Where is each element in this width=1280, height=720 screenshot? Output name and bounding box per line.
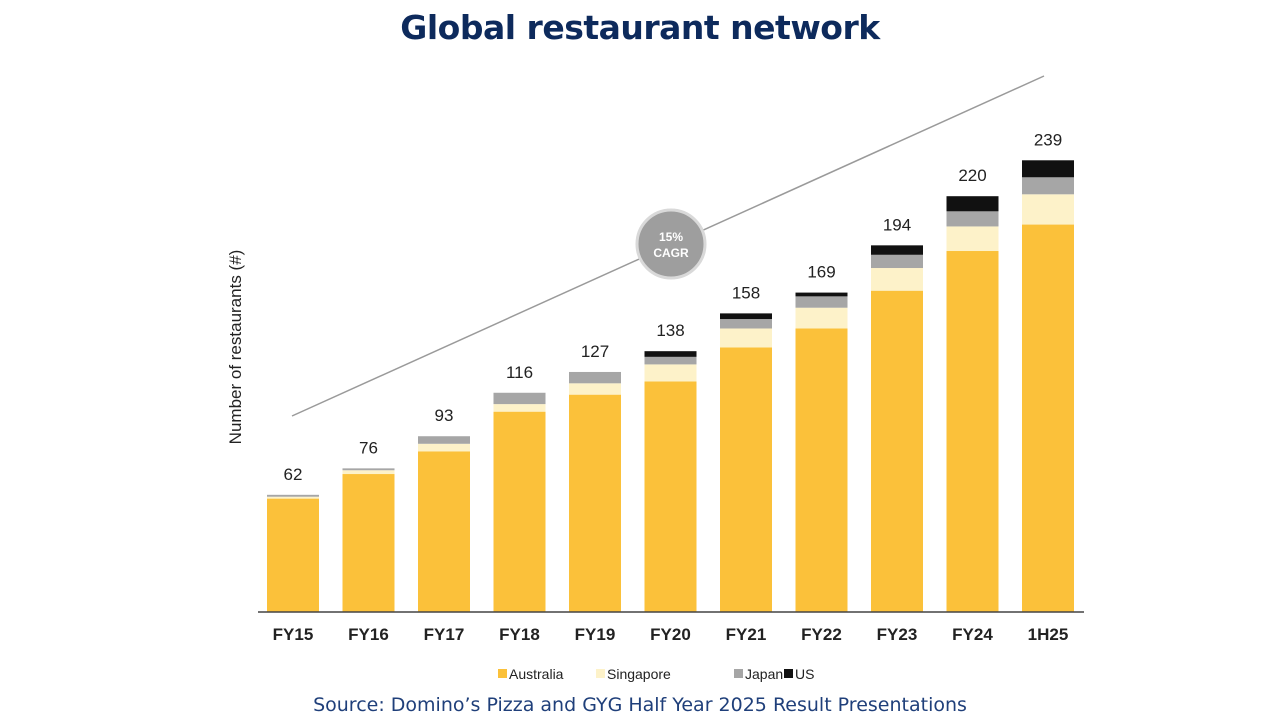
bar-1h25-japan [1022, 177, 1074, 195]
bar-fy23-singapore [871, 268, 923, 291]
data-label-fy24: 220 [958, 166, 986, 185]
data-labels-group: 62 76 93 116 127 138 158 169 194 220 239 [284, 130, 1063, 484]
bar-fy21-us [720, 313, 772, 320]
x-tick-fy20: FY20 [650, 625, 691, 644]
data-label-fy15: 62 [284, 465, 303, 484]
x-tick-fy23: FY23 [877, 625, 918, 644]
page-title: Global restaurant network [400, 8, 880, 47]
legend-swatch-australia [498, 669, 507, 678]
bars-group [267, 160, 1074, 613]
data-label-fy16: 76 [359, 438, 378, 457]
bar-fy17-japan [418, 436, 470, 444]
bar-fy23-us [871, 245, 923, 255]
bar-fy24-japan [946, 211, 999, 227]
bar-fy19-singapore [569, 383, 621, 395]
bar-fy22-us [795, 292, 848, 297]
cagr-badge-line1: 15% [659, 230, 683, 244]
cagr-badge-circle [635, 208, 707, 280]
data-label-1h25: 239 [1034, 130, 1062, 149]
bar-fy21-singapore [720, 328, 772, 348]
bar-fy20-us [644, 351, 697, 357]
data-label-fy22: 169 [807, 263, 835, 282]
data-label-fy23: 194 [883, 215, 911, 234]
x-tick-1h25: 1H25 [1028, 625, 1069, 644]
bar-fy16-australia [342, 474, 395, 612]
cagr-badge: 15% CAGR [635, 208, 707, 280]
bar-fy15-singapore [267, 496, 319, 499]
legend-label-singapore: Singapore [607, 666, 671, 682]
legend-label-australia: Australia [509, 666, 564, 682]
bar-fy24-us [946, 196, 999, 212]
legend: Australia Singapore Japan US [498, 666, 814, 682]
x-tick-labels-group: FY15 FY16 FY17 FY18 FY19 FY20 FY21 FY22 FY23 FY24… [273, 625, 1069, 644]
bar-1h25-us [1022, 160, 1074, 178]
bar-fy18-australia [493, 411, 546, 612]
x-tick-fy22: FY22 [801, 625, 842, 644]
data-label-fy18: 116 [506, 363, 533, 382]
legend-label-us: US [795, 666, 814, 682]
bar-1h25-singapore [1022, 194, 1074, 225]
x-tick-fy21: FY21 [726, 625, 767, 644]
x-tick-fy18: FY18 [499, 625, 540, 644]
x-tick-fy19: FY19 [575, 625, 616, 644]
x-tick-fy24: FY24 [952, 625, 993, 644]
bar-fy24-australia [946, 251, 999, 612]
bar-fy16-japan [342, 468, 395, 471]
bar-fy22-japan [795, 296, 848, 308]
bar-fy21-australia [720, 347, 772, 612]
data-label-fy17: 93 [435, 406, 454, 425]
y-axis-label: Number of restaurants (#) [226, 250, 245, 445]
legend-label-japan: Japan [745, 666, 783, 682]
bar-fy19-australia [569, 394, 621, 612]
bar-fy24-singapore [946, 226, 999, 252]
bar-fy20-singapore [644, 364, 697, 382]
data-label-fy19: 127 [581, 342, 609, 361]
bar-fy17-australia [418, 451, 470, 612]
bar-fy16-singapore [342, 470, 395, 475]
data-label-fy21: 158 [732, 283, 760, 302]
bar-fy18-singapore [493, 404, 546, 412]
bar-fy23-japan [871, 254, 923, 269]
bar-1h25-australia [1022, 224, 1074, 613]
bar-fy22-singapore [795, 307, 848, 329]
bar-fy15-australia [267, 498, 319, 612]
bar-fy20-australia [644, 381, 697, 612]
x-tick-fy15: FY15 [273, 625, 314, 644]
legend-swatch-japan [734, 669, 743, 678]
x-tick-fy16: FY16 [348, 625, 389, 644]
bar-fy19-japan [569, 371, 621, 384]
x-tick-fy17: FY17 [424, 625, 465, 644]
data-label-fy20: 138 [656, 321, 684, 340]
bar-fy23-australia [871, 290, 923, 612]
bar-fy18-japan [493, 392, 546, 405]
bar-fy15-japan [267, 494, 319, 497]
bar-fy22-australia [795, 328, 848, 612]
bar-fy21-japan [720, 319, 772, 329]
cagr-badge-line2: CAGR [653, 246, 689, 260]
source-note: Source: Domino’s Pizza and GYG Half Year… [313, 694, 967, 716]
legend-swatch-singapore [596, 669, 605, 678]
bar-fy20-japan [644, 356, 697, 365]
legend-swatch-us [784, 669, 793, 678]
bar-fy17-singapore [418, 443, 470, 452]
